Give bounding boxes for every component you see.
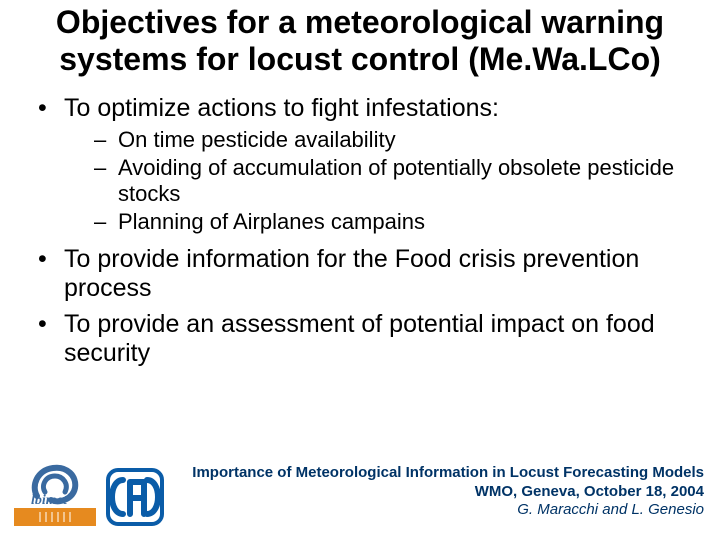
bullet-item: To optimize actions to fight infestation… (30, 94, 690, 235)
sub-bullet-text: Avoiding of accumulation of potentially … (118, 155, 674, 206)
bullet-item: To provide information for the Food cris… (30, 245, 690, 304)
ibimet-swirl-icon: lbimet (27, 462, 83, 506)
bullet-text: To optimize actions to fight infestation… (64, 94, 499, 122)
bullet-text: To provide an assessment of potential im… (64, 310, 655, 368)
sub-bullet-item: Planning of Airplanes campains (64, 209, 690, 235)
bullet-item: To provide an assessment of potential im… (30, 310, 690, 369)
cnr-logo (106, 468, 164, 526)
slide-body: To optimize actions to fight infestation… (0, 78, 720, 369)
bullet-text: To provide information for the Food cris… (64, 245, 639, 303)
sub-bullet-item: On time pesticide availability (64, 127, 690, 153)
sub-bullet-item: Avoiding of accumulation of potentially … (64, 155, 690, 207)
slide-title: Objectives for a meteorological warning … (0, 0, 720, 78)
footer-authors: G. Maracchi and L. Genesio (192, 501, 704, 520)
svg-text:lbimet: lbimet (31, 493, 68, 506)
logo-block: lbimet (14, 462, 164, 526)
footer-block: Importance of Meteorological Information… (192, 464, 704, 520)
sub-bullet-text: On time pesticide availability (118, 127, 396, 152)
footer-event: WMO, Geneva, October 18, 2004 (192, 483, 704, 502)
ibimet-bar-icon (14, 508, 96, 526)
footer-title: Importance of Meteorological Information… (192, 464, 704, 483)
sub-bullet-text: Planning of Airplanes campains (118, 209, 425, 234)
ibimet-logo: lbimet (14, 462, 96, 526)
